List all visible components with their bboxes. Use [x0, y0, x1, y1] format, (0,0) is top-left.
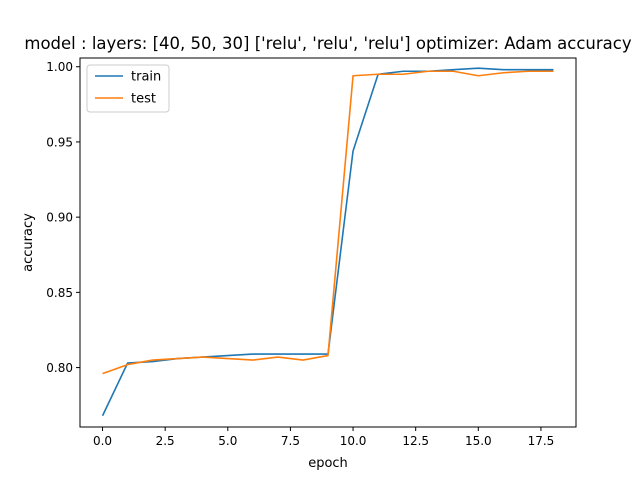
y-tick-label: 0.95 [46, 135, 73, 149]
legend-label-train: train [131, 70, 161, 85]
plot-area [80, 58, 576, 427]
x-axis-ticks: 0.0 2.5 5.0 7.5 10.0 12.5 15.0 17.5 [93, 427, 554, 448]
x-tick-label: 10.0 [340, 434, 367, 448]
x-tick-label: 12.5 [402, 434, 429, 448]
y-axis-label: accuracy [21, 213, 36, 272]
x-tick-label: 7.5 [281, 434, 300, 448]
y-tick-label: 1.00 [46, 60, 73, 74]
chart-title: model : layers: [40, 50, 30] ['relu', 'r… [24, 34, 631, 53]
x-axis-label: epoch [308, 456, 348, 471]
legend: train test [86, 64, 170, 113]
series-lines [101, 67, 554, 417]
y-tick-label: 0.85 [46, 286, 73, 300]
x-tick-label: 17.5 [528, 434, 555, 448]
x-tick-label: 15.0 [465, 434, 492, 448]
y-tick-label: 0.80 [46, 361, 73, 375]
y-axis-ticks: 0.80 0.85 0.90 0.95 1.00 [46, 60, 80, 375]
x-tick-label: 5.0 [218, 434, 237, 448]
axes-frame [79, 57, 577, 428]
series-line-test [102, 70, 554, 375]
x-tick-label: 0.0 [93, 434, 112, 448]
x-tick-label: 2.5 [156, 434, 175, 448]
legend-label-test: test [131, 92, 156, 107]
y-tick-label: 0.90 [46, 211, 73, 225]
